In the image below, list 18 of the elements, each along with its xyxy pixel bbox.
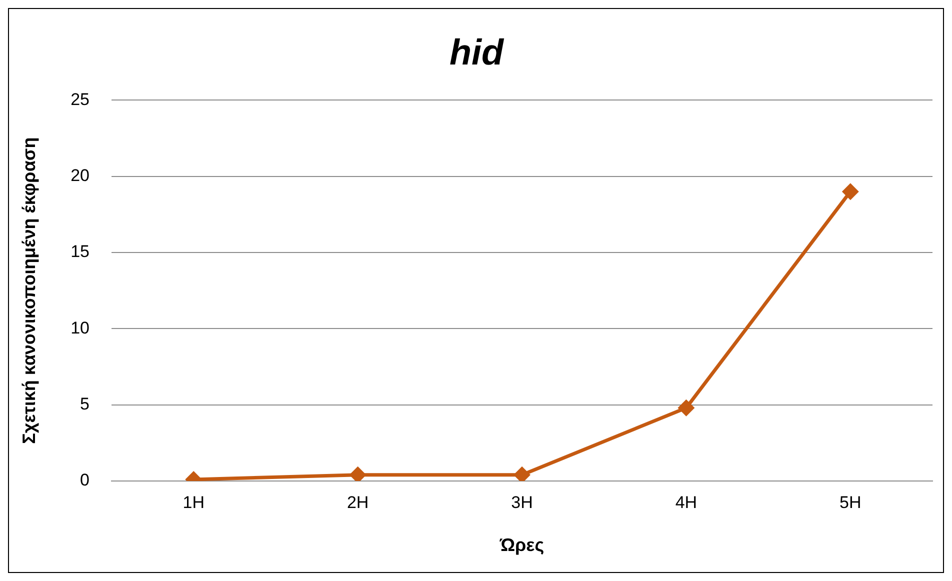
- point: [678, 400, 694, 416]
- x-tick-label: 3H: [511, 492, 533, 512]
- x-tick-label: 5H: [840, 492, 862, 512]
- x-tick-label: 2H: [346, 492, 369, 512]
- point: [842, 184, 858, 200]
- x-tick-label: 1H: [182, 492, 204, 512]
- y-tick-label: 15: [70, 242, 90, 262]
- y-tick-label: 25: [70, 90, 90, 109]
- y-axis-title: Σχετική κανονικοποιημένη έκφραση: [18, 137, 39, 444]
- y-tick-label: 5: [80, 394, 90, 414]
- x-tick-label: 4H: [675, 492, 698, 512]
- point: [514, 467, 530, 481]
- y-tick-label: 0: [80, 470, 90, 490]
- x-axis-title: Ώρες: [498, 535, 544, 556]
- y-tick-label: 20: [70, 166, 90, 186]
- point: [350, 467, 366, 481]
- chart-title: hid: [450, 32, 504, 73]
- y-tick-label: 10: [70, 318, 90, 338]
